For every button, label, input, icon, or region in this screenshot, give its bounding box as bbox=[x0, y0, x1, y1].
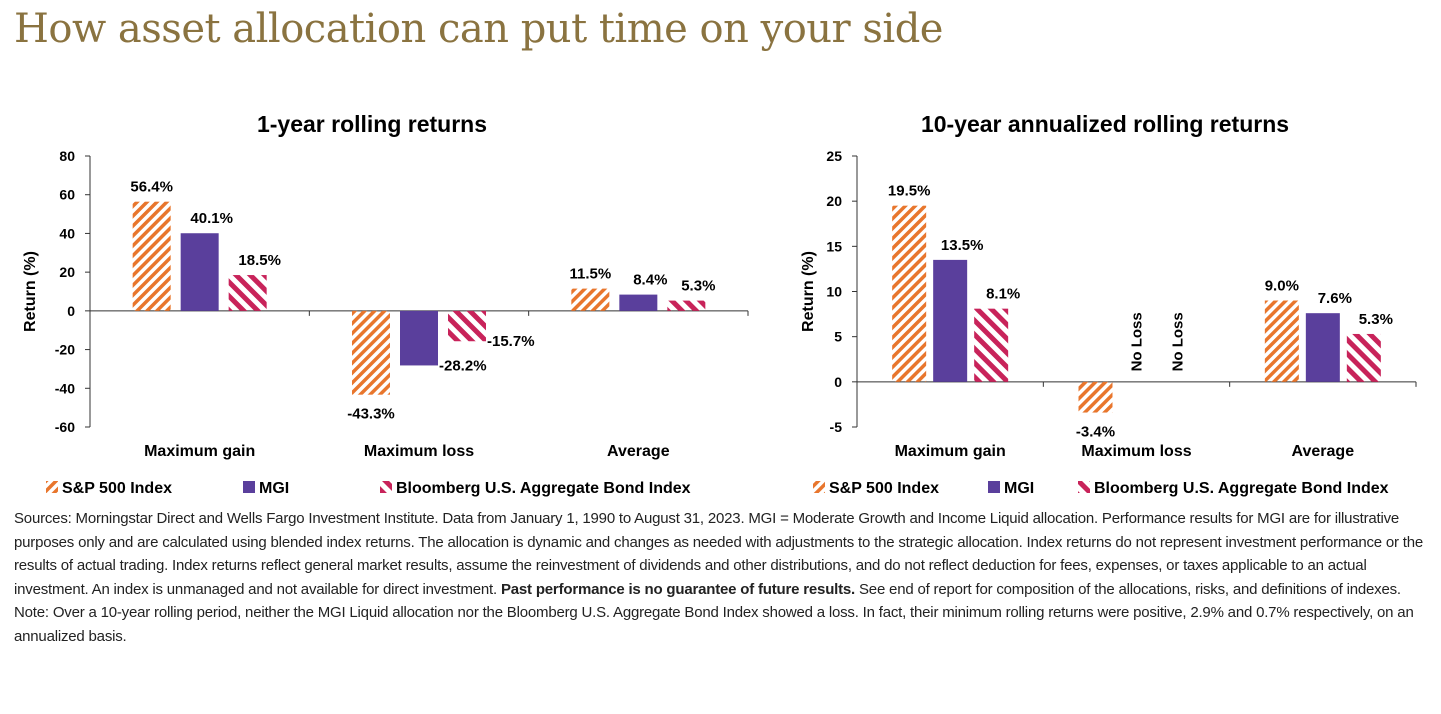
data-label: 7.6% bbox=[1318, 290, 1352, 307]
category-label: Maximum loss bbox=[364, 443, 474, 460]
page-title: How asset allocation can put time on you… bbox=[14, 6, 943, 52]
y-tick-label: 20 bbox=[826, 193, 842, 209]
footnotes: Sources: Morningstar Direct and Wells Fa… bbox=[14, 507, 1434, 648]
y-axis-label: Return (%) bbox=[800, 251, 817, 332]
y-tick-label: 40 bbox=[59, 225, 75, 241]
legend-swatch bbox=[813, 481, 825, 493]
y-tick-label: 15 bbox=[826, 238, 842, 254]
bar-s-p-500-index bbox=[352, 310, 390, 395]
data-label: 5.3% bbox=[681, 278, 715, 295]
data-label: 8.1% bbox=[986, 286, 1020, 303]
data-label: -15.7% bbox=[487, 333, 535, 350]
y-tick-label: 10 bbox=[826, 284, 842, 300]
bar-mgi bbox=[619, 294, 658, 311]
legend-swatch bbox=[380, 481, 392, 493]
data-label: -28.2% bbox=[439, 357, 487, 374]
bar-bloomberg-u-s-aggregate-bond-index bbox=[667, 300, 706, 311]
disclaimer-bold: Past performance is no guarantee of futu… bbox=[500, 580, 856, 598]
data-label: 18.5% bbox=[238, 252, 281, 269]
bar-mgi bbox=[180, 233, 219, 311]
charts: 1-year rolling returns Return (%) 80 60 40 20… bbox=[22, 111, 1417, 497]
y-tick-label: 20 bbox=[59, 264, 75, 280]
bar-s-p-500-index bbox=[571, 288, 610, 311]
y-tick-label: -60 bbox=[55, 419, 75, 435]
category-label: Maximum gain bbox=[144, 443, 255, 460]
y-tick-label: 60 bbox=[59, 187, 75, 203]
y-tick-label: -5 bbox=[830, 419, 843, 435]
legend-label: S&P 500 Index bbox=[829, 480, 939, 497]
y-tick-label: 5 bbox=[834, 329, 842, 345]
category-label: Maximum gain bbox=[895, 443, 1006, 460]
data-label: 19.5% bbox=[888, 183, 931, 200]
bar-bloomberg-u-s-aggregate-bond-index bbox=[974, 308, 1009, 382]
legend-label: MGI bbox=[1004, 480, 1034, 497]
bar-bloomberg-u-s-aggregate-bond-index bbox=[1346, 333, 1381, 382]
bar-mgi bbox=[933, 259, 968, 382]
category-label: Average bbox=[607, 443, 670, 460]
legend-label: S&P 500 Index bbox=[62, 480, 172, 497]
chart-title: 10-year annualized rolling returns bbox=[921, 111, 1289, 137]
bar-bloomberg-u-s-aggregate-bond-index bbox=[228, 275, 267, 311]
y-tick-label: -20 bbox=[55, 342, 75, 358]
legend-swatch bbox=[46, 481, 58, 493]
no-loss-label: No Loss bbox=[1170, 312, 1187, 371]
legend-label: Bloomberg U.S. Aggregate Bond Index bbox=[396, 480, 691, 497]
legend-swatch bbox=[1078, 481, 1090, 493]
data-label: 56.4% bbox=[130, 179, 173, 196]
category-label: Average bbox=[1292, 443, 1355, 460]
bar-mgi bbox=[400, 310, 438, 366]
sources-note: Sources: Morningstar Direct and Wells Fa… bbox=[14, 510, 1424, 598]
chart-title: 1-year rolling returns bbox=[257, 111, 487, 137]
no-loss-label: No Loss bbox=[1129, 312, 1146, 371]
y-tick-label: -40 bbox=[55, 380, 75, 396]
bar-s-p-500-index bbox=[1078, 381, 1113, 413]
data-label: 11.5% bbox=[569, 266, 611, 283]
data-label: -3.4% bbox=[1076, 424, 1115, 441]
note: Note: Over a 10-year rolling period, nei… bbox=[14, 604, 1414, 645]
legend-swatch bbox=[988, 481, 1000, 493]
data-label: 5.3% bbox=[1359, 311, 1393, 328]
y-tick-label: 0 bbox=[834, 374, 842, 390]
bar-s-p-500-index bbox=[132, 201, 171, 311]
bar-mgi bbox=[1305, 313, 1340, 382]
y-tick-label: 0 bbox=[67, 303, 75, 319]
legend-label: Bloomberg U.S. Aggregate Bond Index bbox=[1094, 480, 1389, 497]
y-tick-label: 80 bbox=[59, 148, 75, 164]
bar-s-p-500-index bbox=[892, 205, 927, 382]
legend-label: MGI bbox=[259, 480, 289, 497]
data-label: 9.0% bbox=[1265, 278, 1299, 295]
bar-s-p-500-index bbox=[1264, 300, 1299, 382]
bar-bloomberg-u-s-aggregate-bond-index bbox=[448, 310, 486, 342]
data-label: 8.4% bbox=[633, 272, 667, 289]
y-axis-label: Return (%) bbox=[22, 251, 39, 332]
data-label: 40.1% bbox=[190, 210, 233, 227]
y-tick-label: 25 bbox=[826, 148, 842, 164]
legend-swatch bbox=[243, 481, 255, 493]
data-label: 13.5% bbox=[941, 237, 984, 254]
category-label: Maximum loss bbox=[1081, 443, 1191, 460]
data-label: -43.3% bbox=[347, 406, 395, 423]
